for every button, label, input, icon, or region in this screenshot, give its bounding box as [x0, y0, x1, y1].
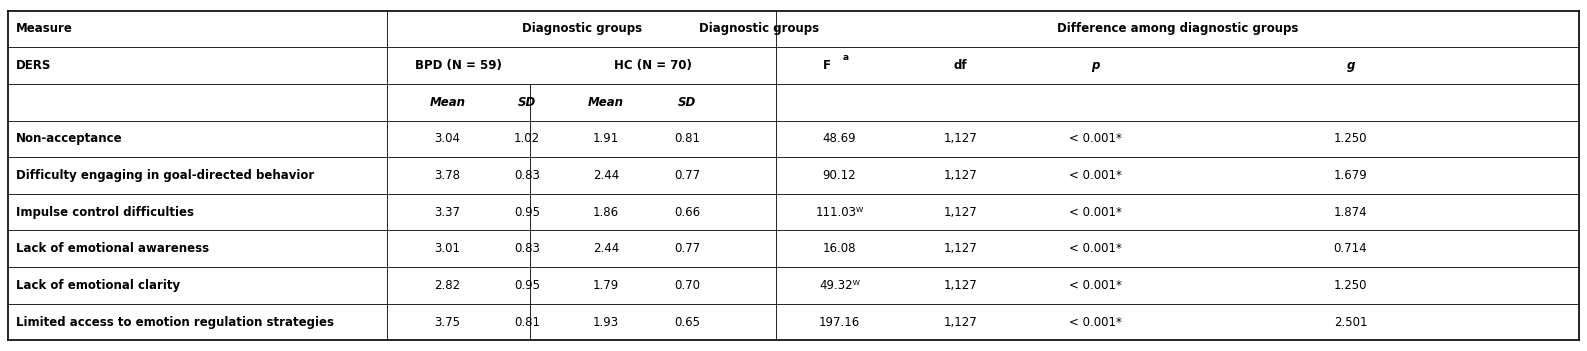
- Text: HC (N = 70): HC (N = 70): [614, 59, 692, 72]
- Text: 3.37: 3.37: [435, 206, 460, 219]
- Text: 1,127: 1,127: [943, 316, 978, 329]
- Text: 0.81: 0.81: [514, 316, 540, 329]
- Text: 3.04: 3.04: [435, 132, 460, 145]
- Text: 0.714: 0.714: [1333, 242, 1368, 255]
- Text: 1,127: 1,127: [943, 242, 978, 255]
- Text: 1.91: 1.91: [594, 132, 619, 145]
- Text: < 0.001*: < 0.001*: [1068, 316, 1122, 329]
- Text: 2.44: 2.44: [594, 242, 619, 255]
- Text: Difference among diagnostic groups: Difference among diagnostic groups: [1057, 22, 1298, 35]
- Text: F: F: [822, 59, 832, 72]
- Text: Mean: Mean: [430, 96, 465, 109]
- Text: 2.82: 2.82: [435, 279, 460, 292]
- Text: 2.501: 2.501: [1333, 316, 1368, 329]
- Text: SD: SD: [678, 96, 697, 109]
- Text: < 0.001*: < 0.001*: [1068, 132, 1122, 145]
- Text: 0.95: 0.95: [514, 206, 540, 219]
- Text: g: g: [1346, 59, 1355, 72]
- Text: 0.83: 0.83: [514, 169, 540, 182]
- Text: 0.81: 0.81: [674, 132, 700, 145]
- Text: 3.75: 3.75: [435, 316, 460, 329]
- Text: 0.70: 0.70: [674, 279, 700, 292]
- Text: < 0.001*: < 0.001*: [1068, 206, 1122, 219]
- Text: 48.69: 48.69: [822, 132, 857, 145]
- Text: BPD (N = 59): BPD (N = 59): [416, 59, 501, 72]
- Text: DERS: DERS: [16, 59, 51, 72]
- Text: 0.95: 0.95: [514, 279, 540, 292]
- Text: df: df: [954, 59, 966, 72]
- Text: Lack of emotional clarity: Lack of emotional clarity: [16, 279, 179, 292]
- Text: a: a: [843, 53, 849, 62]
- Text: < 0.001*: < 0.001*: [1068, 242, 1122, 255]
- Text: 111.03ᵂ: 111.03ᵂ: [816, 206, 863, 219]
- Text: 16.08: 16.08: [822, 242, 857, 255]
- Text: Diagnostic groups: Diagnostic groups: [522, 22, 641, 35]
- Text: Non-acceptance: Non-acceptance: [16, 132, 122, 145]
- Text: 1.02: 1.02: [514, 132, 540, 145]
- Text: Difficulty engaging in goal-directed behavior: Difficulty engaging in goal-directed beh…: [16, 169, 314, 182]
- Text: 3.01: 3.01: [435, 242, 460, 255]
- Text: 1.250: 1.250: [1333, 132, 1368, 145]
- Text: 0.66: 0.66: [674, 206, 700, 219]
- Text: Diagnostic groups: Diagnostic groups: [700, 22, 819, 35]
- Text: 1.93: 1.93: [594, 316, 619, 329]
- Text: Mean: Mean: [589, 96, 624, 109]
- Text: 1,127: 1,127: [943, 206, 978, 219]
- Text: 1.250: 1.250: [1333, 279, 1368, 292]
- Text: 0.77: 0.77: [674, 242, 700, 255]
- Text: 49.32ᵂ: 49.32ᵂ: [819, 279, 860, 292]
- Text: 197.16: 197.16: [819, 316, 860, 329]
- Text: Measure: Measure: [16, 22, 73, 35]
- Text: p: p: [1090, 59, 1100, 72]
- Text: SD: SD: [517, 96, 536, 109]
- Text: 1.86: 1.86: [594, 206, 619, 219]
- Text: < 0.001*: < 0.001*: [1068, 169, 1122, 182]
- Text: 90.12: 90.12: [822, 169, 857, 182]
- Text: 1.79: 1.79: [594, 279, 619, 292]
- Text: 0.77: 0.77: [674, 169, 700, 182]
- Text: Lack of emotional awareness: Lack of emotional awareness: [16, 242, 209, 255]
- Text: 1,127: 1,127: [943, 279, 978, 292]
- Text: 1.679: 1.679: [1333, 169, 1368, 182]
- Text: 1,127: 1,127: [943, 169, 978, 182]
- Text: Impulse control difficulties: Impulse control difficulties: [16, 206, 194, 219]
- Text: < 0.001*: < 0.001*: [1068, 279, 1122, 292]
- Text: 1,127: 1,127: [943, 132, 978, 145]
- Text: 0.83: 0.83: [514, 242, 540, 255]
- Text: 1.874: 1.874: [1333, 206, 1368, 219]
- Text: 3.78: 3.78: [435, 169, 460, 182]
- Text: 0.65: 0.65: [674, 316, 700, 329]
- Text: Limited access to emotion regulation strategies: Limited access to emotion regulation str…: [16, 316, 333, 329]
- Text: 2.44: 2.44: [594, 169, 619, 182]
